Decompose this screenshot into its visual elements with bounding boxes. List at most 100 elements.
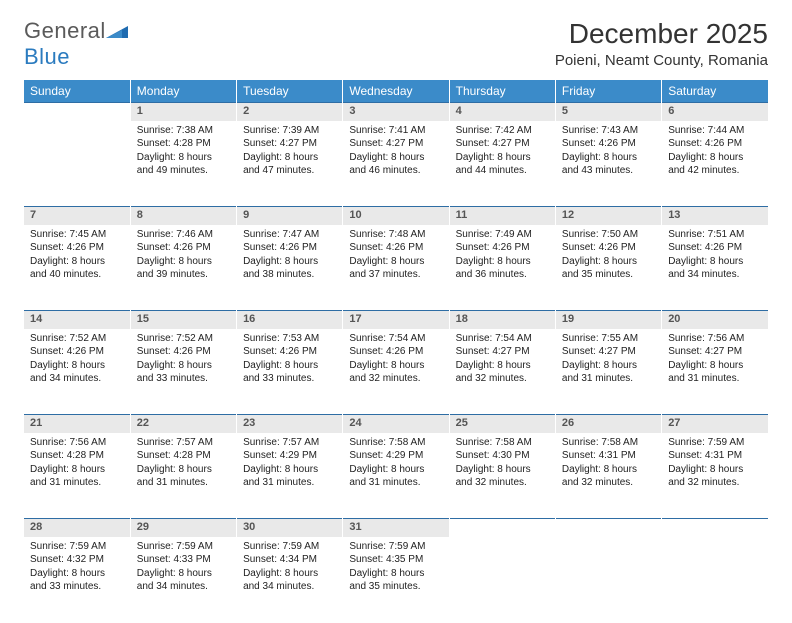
calendar-table: SundayMondayTuesdayWednesdayThursdayFrid… <box>24 80 768 623</box>
sunset-line: Sunset: 4:27 PM <box>562 345 655 359</box>
sunset-line: Sunset: 4:26 PM <box>30 241 124 255</box>
day-number-cell <box>662 519 768 537</box>
day-content-row: Sunrise: 7:45 AMSunset: 4:26 PMDaylight:… <box>24 225 768 311</box>
sunrise-line: Sunrise: 7:45 AM <box>30 228 124 242</box>
daylight-line: Daylight: 8 hours and 43 minutes. <box>562 151 655 178</box>
day-number-cell: 2 <box>237 103 343 121</box>
sunset-line: Sunset: 4:27 PM <box>243 137 336 151</box>
day-number-cell: 19 <box>555 311 661 329</box>
sunset-line: Sunset: 4:28 PM <box>137 137 230 151</box>
daylight-line: Daylight: 8 hours and 32 minutes. <box>349 359 442 386</box>
sunset-line: Sunset: 4:28 PM <box>137 449 230 463</box>
daylight-line: Daylight: 8 hours and 34 minutes. <box>137 567 230 594</box>
sunrise-line: Sunrise: 7:54 AM <box>456 332 549 346</box>
daylight-line: Daylight: 8 hours and 31 minutes. <box>349 463 442 490</box>
location: Poieni, Neamt County, Romania <box>555 52 768 69</box>
sunrise-line: Sunrise: 7:50 AM <box>562 228 655 242</box>
day-content-cell: Sunrise: 7:53 AMSunset: 4:26 PMDaylight:… <box>237 329 343 415</box>
day-number-cell: 31 <box>343 519 449 537</box>
day-number-cell: 27 <box>662 415 768 433</box>
day-number-cell: 14 <box>24 311 130 329</box>
daylight-line: Daylight: 8 hours and 32 minutes. <box>562 463 655 490</box>
day-number-cell: 26 <box>555 415 661 433</box>
day-number-cell: 18 <box>449 311 555 329</box>
day-number-cell: 6 <box>662 103 768 121</box>
sunset-line: Sunset: 4:26 PM <box>668 137 762 151</box>
day-content-cell: Sunrise: 7:50 AMSunset: 4:26 PMDaylight:… <box>555 225 661 311</box>
day-number-cell: 25 <box>449 415 555 433</box>
day-content-cell: Sunrise: 7:54 AMSunset: 4:26 PMDaylight:… <box>343 329 449 415</box>
weekday-header: Wednesday <box>343 80 449 103</box>
day-content-cell: Sunrise: 7:39 AMSunset: 4:27 PMDaylight:… <box>237 121 343 207</box>
day-content-row: Sunrise: 7:56 AMSunset: 4:28 PMDaylight:… <box>24 433 768 519</box>
sunrise-line: Sunrise: 7:58 AM <box>456 436 549 450</box>
day-number-cell <box>555 519 661 537</box>
sunrise-line: Sunrise: 7:57 AM <box>137 436 230 450</box>
sunrise-line: Sunrise: 7:55 AM <box>562 332 655 346</box>
day-content-cell: Sunrise: 7:57 AMSunset: 4:29 PMDaylight:… <box>237 433 343 519</box>
day-content-cell: Sunrise: 7:58 AMSunset: 4:31 PMDaylight:… <box>555 433 661 519</box>
day-content-cell: Sunrise: 7:44 AMSunset: 4:26 PMDaylight:… <box>662 121 768 207</box>
day-content-cell: Sunrise: 7:59 AMSunset: 4:33 PMDaylight:… <box>130 537 236 623</box>
sunset-line: Sunset: 4:27 PM <box>349 137 442 151</box>
daylight-line: Daylight: 8 hours and 33 minutes. <box>30 567 124 594</box>
sunrise-line: Sunrise: 7:49 AM <box>456 228 549 242</box>
sunrise-line: Sunrise: 7:44 AM <box>668 124 762 138</box>
sunrise-line: Sunrise: 7:59 AM <box>30 540 124 554</box>
sunset-line: Sunset: 4:26 PM <box>349 345 442 359</box>
day-number-cell: 21 <box>24 415 130 433</box>
day-content-row: Sunrise: 7:59 AMSunset: 4:32 PMDaylight:… <box>24 537 768 623</box>
day-content-cell: Sunrise: 7:48 AMSunset: 4:26 PMDaylight:… <box>343 225 449 311</box>
day-content-cell: Sunrise: 7:49 AMSunset: 4:26 PMDaylight:… <box>449 225 555 311</box>
daylight-line: Daylight: 8 hours and 31 minutes. <box>137 463 230 490</box>
sunrise-line: Sunrise: 7:51 AM <box>668 228 762 242</box>
sunset-line: Sunset: 4:35 PM <box>349 553 442 567</box>
weekday-header: Thursday <box>449 80 555 103</box>
day-content-cell <box>662 537 768 623</box>
logo-text: General Blue <box>24 18 128 70</box>
daylight-line: Daylight: 8 hours and 38 minutes. <box>243 255 336 282</box>
title-block: December 2025 Poieni, Neamt County, Roma… <box>555 18 768 69</box>
day-number-cell: 5 <box>555 103 661 121</box>
day-number-cell: 24 <box>343 415 449 433</box>
daylight-line: Daylight: 8 hours and 33 minutes. <box>137 359 230 386</box>
sunset-line: Sunset: 4:29 PM <box>349 449 442 463</box>
header: General Blue December 2025 Poieni, Neamt… <box>24 18 768 70</box>
daylight-line: Daylight: 8 hours and 40 minutes. <box>30 255 124 282</box>
sunrise-line: Sunrise: 7:46 AM <box>137 228 230 242</box>
day-content-cell: Sunrise: 7:45 AMSunset: 4:26 PMDaylight:… <box>24 225 130 311</box>
day-number-row: 14151617181920 <box>24 311 768 329</box>
sunrise-line: Sunrise: 7:39 AM <box>243 124 336 138</box>
month-title: December 2025 <box>555 18 768 50</box>
daylight-line: Daylight: 8 hours and 31 minutes. <box>562 359 655 386</box>
sunset-line: Sunset: 4:26 PM <box>243 345 336 359</box>
day-number-cell: 30 <box>237 519 343 537</box>
sunset-line: Sunset: 4:27 PM <box>456 137 549 151</box>
daylight-line: Daylight: 8 hours and 31 minutes. <box>668 359 762 386</box>
sunrise-line: Sunrise: 7:56 AM <box>30 436 124 450</box>
daylight-line: Daylight: 8 hours and 36 minutes. <box>456 255 549 282</box>
day-content-cell: Sunrise: 7:47 AMSunset: 4:26 PMDaylight:… <box>237 225 343 311</box>
day-number-row: 123456 <box>24 103 768 121</box>
weekday-header: Tuesday <box>237 80 343 103</box>
day-number-cell: 9 <box>237 207 343 225</box>
day-content-cell: Sunrise: 7:43 AMSunset: 4:26 PMDaylight:… <box>555 121 661 207</box>
daylight-line: Daylight: 8 hours and 34 minutes. <box>243 567 336 594</box>
daylight-line: Daylight: 8 hours and 49 minutes. <box>137 151 230 178</box>
daylight-line: Daylight: 8 hours and 34 minutes. <box>30 359 124 386</box>
day-number-cell: 3 <box>343 103 449 121</box>
day-number-cell <box>24 103 130 121</box>
day-number-cell: 15 <box>130 311 236 329</box>
day-content-row: Sunrise: 7:38 AMSunset: 4:28 PMDaylight:… <box>24 121 768 207</box>
daylight-line: Daylight: 8 hours and 35 minutes. <box>349 567 442 594</box>
sunset-line: Sunset: 4:26 PM <box>30 345 124 359</box>
sunrise-line: Sunrise: 7:56 AM <box>668 332 762 346</box>
day-content-cell: Sunrise: 7:55 AMSunset: 4:27 PMDaylight:… <box>555 329 661 415</box>
day-number-cell: 10 <box>343 207 449 225</box>
day-number-row: 78910111213 <box>24 207 768 225</box>
day-content-cell: Sunrise: 7:41 AMSunset: 4:27 PMDaylight:… <box>343 121 449 207</box>
sunset-line: Sunset: 4:26 PM <box>562 241 655 255</box>
weekday-header-row: SundayMondayTuesdayWednesdayThursdayFrid… <box>24 80 768 103</box>
sunrise-line: Sunrise: 7:54 AM <box>349 332 442 346</box>
weekday-header: Saturday <box>662 80 768 103</box>
